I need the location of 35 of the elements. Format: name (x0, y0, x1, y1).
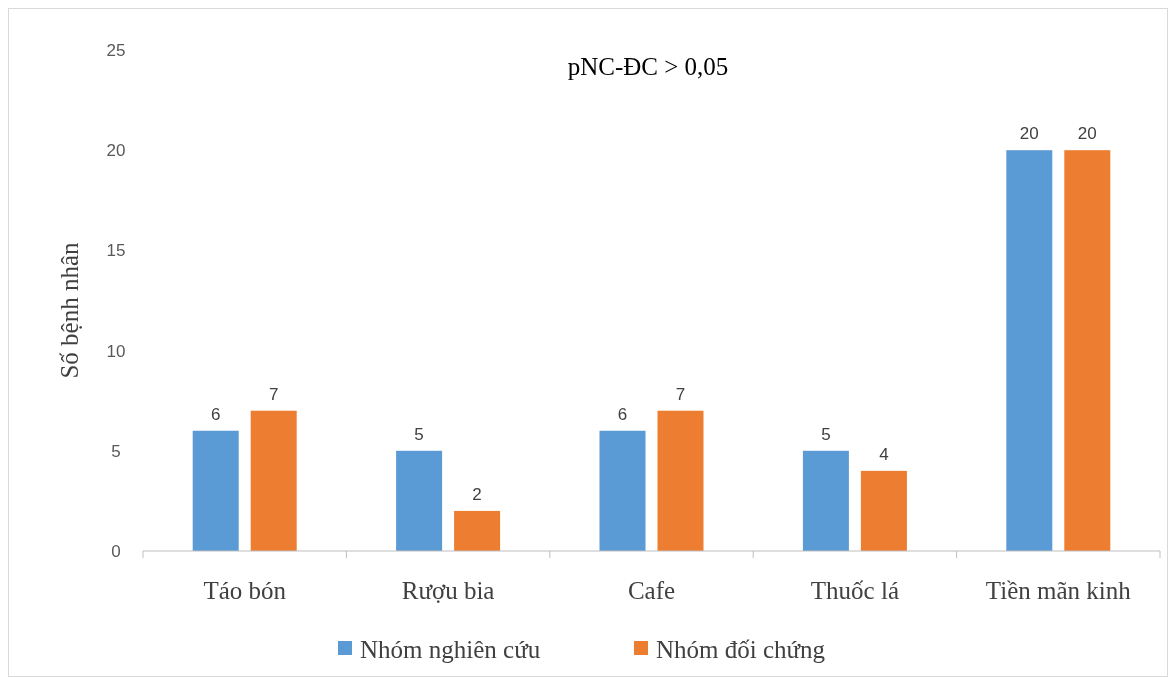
y-tick-label: 20 (106, 141, 126, 161)
bar (860, 470, 907, 551)
x-tick-label: Cafe (627, 577, 676, 604)
data-label: 7 (675, 384, 686, 404)
data-label: 5 (414, 424, 424, 444)
data-label: 6 (617, 404, 628, 424)
x-tick-label: Rượu bia (401, 577, 495, 604)
legend-label: Nhóm đối chứng (656, 636, 826, 663)
data-label: 6 (210, 404, 221, 424)
y-tick-label: 0 (111, 542, 121, 561)
data-label: 4 (879, 444, 889, 464)
data-label: 5 (821, 424, 831, 444)
data-label: 2 (472, 484, 482, 504)
data-label: 20 (1077, 124, 1097, 144)
bar (1064, 150, 1111, 551)
y-tick-label: 5 (111, 441, 121, 461)
y-tick-label: 25 (106, 41, 126, 60)
x-tick-label: Thuốc lá (810, 577, 899, 604)
bar (454, 510, 501, 551)
x-tick-label: Táo bón (203, 577, 287, 604)
data-label: 7 (268, 384, 279, 404)
chart-title: pNC-ĐC > 0,05 (567, 53, 729, 80)
bar (657, 410, 704, 551)
legend-label: Nhóm nghiên cứu (360, 636, 541, 663)
bar (192, 430, 239, 551)
bar (250, 410, 297, 551)
y-tick-label: 10 (106, 341, 126, 361)
x-tick-label: Tiền mãn kinh (985, 577, 1132, 604)
bar (396, 450, 443, 551)
bar (599, 430, 646, 551)
data-label: 20 (1019, 124, 1039, 144)
y-axis-title: Số bệnh nhân (56, 241, 83, 379)
bar (802, 450, 849, 551)
bar (1006, 150, 1053, 551)
y-tick-label: 15 (106, 241, 126, 261)
